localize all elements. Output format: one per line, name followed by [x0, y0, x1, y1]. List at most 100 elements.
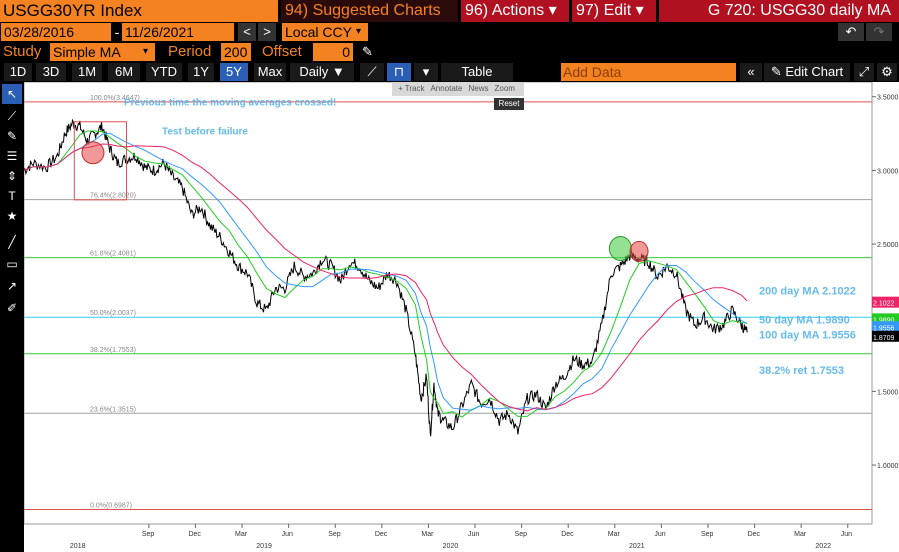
end-date-input[interactable]: 11/26/2021: [122, 23, 234, 41]
edit-button[interactable]: 97) Edit ▾: [572, 0, 656, 22]
offset-input[interactable]: 0: [313, 43, 353, 61]
collapse-icon[interactable]: «: [740, 63, 762, 81]
redo-button[interactable]: ↷: [866, 23, 892, 41]
cursor-icon[interactable]: ↖: [2, 84, 22, 104]
undo-button[interactable]: ↶: [838, 23, 864, 41]
line-tool-icon[interactable]: ╱: [8, 235, 16, 249]
y-tick-label: 3.0000: [877, 168, 899, 175]
edit-chart-button[interactable]: ✎ Edit Chart: [764, 63, 850, 81]
chevron-down-icon[interactable]: ▾: [143, 46, 149, 57]
x-tick-label: Mar: [608, 531, 621, 538]
sell-circle: [629, 240, 649, 262]
y-tick-label: 3.5000: [877, 95, 899, 102]
year-label: 2018: [70, 543, 86, 550]
frequency-select[interactable]: Daily ▼: [290, 63, 354, 81]
x-tick-label: Dec: [561, 531, 574, 538]
start-date-input[interactable]: 03/28/2016: [1, 23, 111, 41]
table-button[interactable]: Table: [441, 63, 513, 81]
x-tick-label: Mar: [421, 531, 434, 538]
favorites-icon[interactable]: ★: [6, 209, 18, 223]
add-data-input[interactable]: Add Data: [561, 63, 736, 81]
y-tick-label: 2.5000: [877, 242, 899, 249]
x-tick-label: Jun: [841, 531, 852, 538]
pen-icon[interactable]: ✐: [6, 301, 18, 315]
range-button-max[interactable]: Max: [254, 63, 286, 81]
fib-level-label: 61.8%(2.4081): [90, 251, 136, 258]
year-label: 2020: [443, 543, 459, 550]
year-label: 2021: [629, 543, 645, 550]
chart-type-dropdown[interactable]: ▾: [414, 63, 438, 81]
actions-button[interactable]: 96) Actions ▾: [461, 0, 569, 22]
trend-line-icon[interactable]: ⟋: [7, 109, 17, 123]
mini-toolbar-item[interactable]: Annotate: [430, 84, 463, 93]
currency-select[interactable]: Local CCY: [282, 23, 368, 41]
edit-chart-label: Edit Chart: [785, 64, 844, 79]
x-tick-label: Jun: [468, 531, 479, 538]
line-chart-icon[interactable]: ⟋: [360, 63, 384, 81]
mini-toolbar-item[interactable]: + Track: [398, 84, 425, 93]
plot-area: [24, 82, 873, 525]
value-tag: [872, 321, 899, 333]
fib-level-label: 38.2%(1.7553): [90, 347, 136, 354]
prev-period-button[interactable]: <: [238, 23, 256, 41]
range-toolbar: Daily ▼ ⟋ ⊓ ▾ Table Add Data « ✎ Edit Ch…: [0, 62, 899, 82]
mini-toolbar-item[interactable]: News: [468, 84, 489, 93]
ma-label: 100 day MA 1.9556: [759, 329, 856, 341]
bar-chart-icon[interactable]: ⊓: [387, 63, 411, 81]
study-select[interactable]: Simple MA: [50, 43, 155, 61]
arrow-icon[interactable]: ↗: [6, 279, 18, 293]
sell-circle: [81, 141, 105, 165]
chart-canvas[interactable]: 100.0%(3.4647) 76.4%(2.8020) 61.8%(2.4081)…: [24, 82, 899, 552]
x-tick-label: Sep: [328, 531, 341, 538]
value-tag-label: 1.9556: [873, 325, 895, 332]
chart-title: G 720: USGG30 daily MA: [659, 0, 899, 22]
value-tag-label: 2.1022: [873, 301, 895, 308]
suggested-charts-button[interactable]: 94) Suggested Charts: [281, 0, 458, 22]
measure-icon[interactable]: ⇕: [6, 169, 18, 183]
x-tick-label: Jun: [282, 531, 293, 538]
resize-icon[interactable]: ⤢: [854, 63, 874, 81]
period-label: Period: [168, 43, 212, 60]
year-label: 2022: [815, 543, 831, 550]
chart-area[interactable]: 100.0%(3.4647) 76.4%(2.8020) 61.8%(2.4081)…: [24, 82, 899, 552]
range-button-1y[interactable]: 1Y: [188, 63, 214, 81]
offset-label: Offset: [262, 43, 302, 60]
x-tick-label: Jun: [654, 531, 665, 538]
range-button-1m[interactable]: 1M: [72, 63, 102, 81]
header-bar: USGG30YR Index 94) Suggested Charts 96) …: [0, 0, 899, 22]
range-button-6m[interactable]: 6M: [108, 63, 140, 81]
ma200-line: [24, 143, 748, 412]
mini-toolbar: + Track Annotate News Zoom: [392, 82, 524, 96]
pencil-icon[interactable]: ✎: [362, 44, 373, 59]
y-tick-label: 1.5000: [877, 389, 899, 396]
x-tick-label: Sep: [142, 531, 155, 538]
fib-level-label: 50.0%(2.0037): [90, 310, 136, 317]
range-button-3d[interactable]: 3D: [36, 63, 66, 81]
shape-icon[interactable]: ▭: [6, 257, 18, 271]
next-period-button[interactable]: >: [258, 23, 276, 41]
chevron-down-icon[interactable]: ▾: [356, 26, 362, 37]
period-input[interactable]: 200: [221, 43, 251, 61]
gear-icon[interactable]: ⚙: [877, 63, 897, 81]
ticker-box[interactable]: USGG30YR Index: [0, 0, 278, 22]
drawing-tools-panel: ↖ ⟋ ✎ ☰ ⇕ T ★ ╱ ▭ ↗ ✐: [0, 82, 24, 552]
text-icon[interactable]: T: [8, 189, 16, 203]
x-tick-label: Dec: [188, 531, 201, 538]
ma-label: 200 day MA 2.1022: [759, 286, 856, 298]
study-bar: Study Simple MA ▾ Period 200 Offset 0 ✎: [0, 42, 899, 62]
fib-icon[interactable]: ☰: [6, 149, 18, 163]
price-line: [24, 118, 748, 437]
annotation-test: Test before failure: [162, 127, 248, 138]
annotate-icon[interactable]: ✎: [6, 129, 18, 143]
range-button-1d[interactable]: 1D: [4, 63, 32, 81]
reset-button[interactable]: Reset: [494, 98, 524, 110]
value-tag-label: 1.8709: [873, 335, 895, 342]
value-tag: [872, 296, 899, 308]
mini-toolbar-item[interactable]: Zoom: [494, 84, 515, 93]
fib-level-label: 76.4%(2.8020): [90, 193, 136, 200]
range-button-ytd[interactable]: YTD: [146, 63, 182, 81]
date-range-bar: 03/28/2016 - 11/26/2021 < > Local CCY ▾ …: [0, 22, 899, 42]
fib-level-label: 0.0%(0.6987): [90, 502, 132, 509]
range-button-5y[interactable]: 5Y: [220, 63, 248, 81]
annotation-box: [73, 121, 128, 201]
